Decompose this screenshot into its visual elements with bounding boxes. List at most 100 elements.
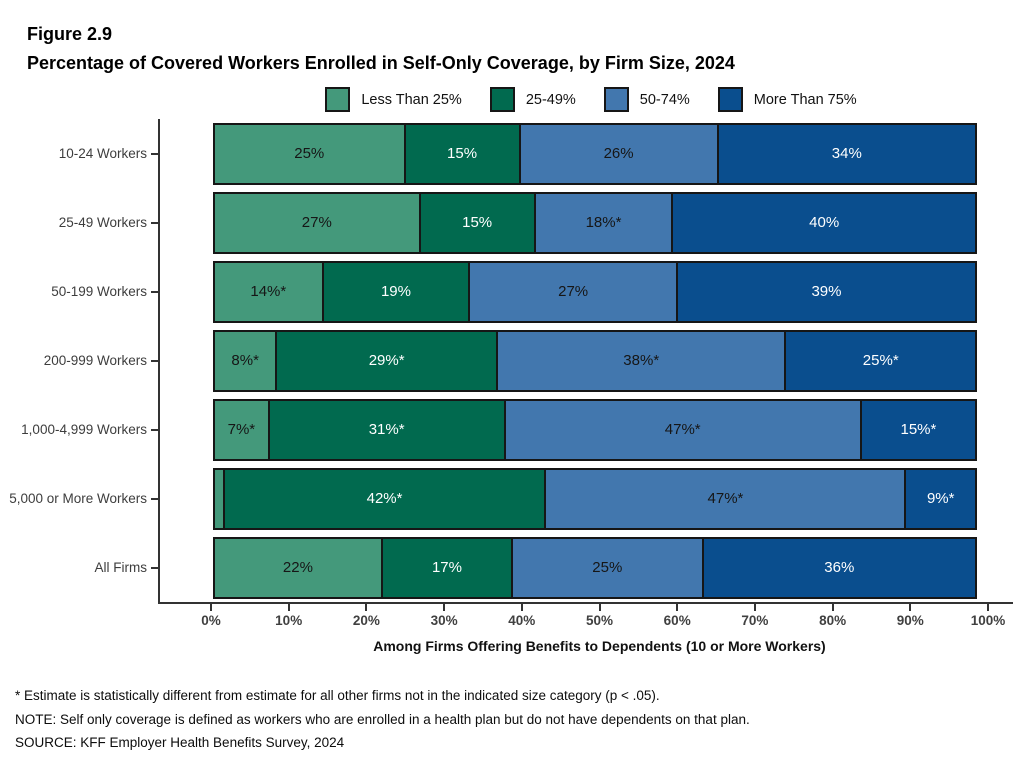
bar-segment: 31%*: [267, 400, 504, 459]
bar-segment: 9%*: [904, 469, 975, 528]
bars-panel: 25% 15% 26% 34% 27% 15% 18%* 40% 14%* 19% 27% 39% 8%…: [158, 119, 1013, 604]
bar-segment: [215, 469, 223, 528]
y-axis-label: 25-49 Workers: [0, 188, 158, 257]
bar-row: 27% 15% 18%* 40%: [213, 188, 977, 257]
footnote-note: NOTE: Self only coverage is defined as w…: [15, 711, 750, 727]
y-axis-label-text: 10-24 Workers: [58, 146, 147, 161]
y-axis-label: 200-999 Workers: [0, 326, 158, 395]
bar-segment-label: 8%*: [231, 352, 259, 369]
bar-segment-label: 19%: [380, 283, 411, 300]
legend-label: 50-74%: [639, 91, 690, 108]
x-axis-tick-label: 70%: [741, 613, 769, 628]
bar-segment-label: 15%: [447, 145, 478, 162]
legend-swatch-icon: [603, 87, 629, 112]
bar-segment-label: 36%: [824, 559, 855, 576]
legend-item: 50-74%: [603, 87, 690, 112]
y-axis-tick-mark: [151, 566, 158, 569]
chart-area: 10-24 Workers 25-49 Workers 50-199 Workers…: [0, 119, 1013, 604]
y-axis-label: 5,000 or More Workers: [0, 464, 158, 533]
bar-segment: 34%: [716, 124, 975, 183]
y-axis-tick-mark: [151, 359, 158, 362]
stacked-bar: 8%* 29%* 38%* 25%*: [213, 329, 977, 392]
x-axis-tick-label: 0%: [201, 613, 221, 628]
bar-segment: 36%: [701, 538, 975, 597]
bar-segment: 25%: [511, 538, 702, 597]
y-axis-label: 50-199 Workers: [0, 257, 158, 326]
y-axis-labels: 10-24 Workers 25-49 Workers 50-199 Workers…: [0, 119, 158, 604]
footnote-asterisk: * Estimate is statistically different fr…: [15, 688, 660, 703]
x-axis-title: Among Firms Offering Benefits to Depende…: [373, 638, 826, 654]
bar-segment-label: 7%*: [227, 421, 256, 438]
stacked-bar: 25% 15% 26% 34%: [213, 122, 977, 185]
legend-label: More Than 75%: [753, 91, 857, 108]
x-axis-tick-label: 90%: [896, 613, 924, 628]
bar-segment: 39%: [675, 262, 975, 321]
bar-segment-label: 27%: [301, 214, 332, 231]
x-axis-tick-label: 40%: [508, 613, 536, 628]
bar-segment: 7%*: [215, 400, 268, 459]
footnote-source: SOURCE: KFF Employer Health Benefits Sur…: [15, 735, 345, 750]
bar-segment: 15%: [418, 193, 534, 252]
x-axis-tick-label: 10%: [275, 613, 303, 628]
bar-segment-label: 38%*: [623, 352, 660, 369]
x-axis-tick-mark: [520, 604, 523, 611]
figure-title: Percentage of Covered Workers Enrolled i…: [27, 53, 735, 73]
x-axis-tick-mark: [831, 604, 834, 611]
legend-swatch-icon: [489, 87, 515, 112]
bar-segment-label: 27%: [558, 283, 589, 300]
x-axis-spacer: [0, 604, 158, 654]
bar-segment-label: 17%: [431, 559, 462, 576]
x-axis-tick-mark: [443, 604, 446, 611]
y-axis-label: 10-24 Workers: [0, 119, 158, 188]
bar-segment: 27%: [468, 262, 676, 321]
bar-row: 14%* 19% 27% 39%: [213, 257, 977, 326]
stacked-bar: 42%* 47%* 9%*: [213, 467, 977, 530]
bar-segment-label: 15%*: [900, 421, 937, 438]
bar-segment: 15%*: [859, 400, 975, 459]
x-axis-tick-label: 20%: [352, 613, 380, 628]
bar-row: 22% 17% 25% 36%: [213, 533, 977, 602]
y-axis-tick-mark: [151, 290, 158, 293]
bar-segment: 19%: [321, 262, 469, 321]
x-axis-tick-label: 80%: [819, 613, 847, 628]
y-axis-label-text: 25-49 Workers: [58, 215, 147, 230]
bar-segment-label: 25%: [294, 145, 325, 162]
stacked-bar: 27% 15% 18%* 40%: [213, 191, 977, 254]
y-axis-label-text: 5,000 or More Workers: [9, 491, 147, 506]
bar-segment: 29%*: [275, 331, 496, 390]
bar-segment-label: 31%*: [368, 421, 405, 438]
x-axis-ticks: 0% 10% 20% 30% 40% 50% 60% 70% 80% 90% 100%: [201, 604, 1005, 636]
bar-segment: 8%*: [215, 331, 276, 390]
bar-segment-label: 22%: [282, 559, 313, 576]
legend-band: Less Than 25% 25-49% 50-74% More Than 75%: [0, 78, 1024, 119]
bar-segment-label: 47%*: [664, 421, 701, 438]
y-axis-label: All Firms: [0, 533, 158, 602]
legend-item: More Than 75%: [717, 87, 857, 112]
x-axis-band: 0% 10% 20% 30% 40% 50% 60% 70% 80% 90% 100% Among …: [0, 604, 1024, 654]
y-axis-tick-mark: [151, 152, 158, 155]
legend-swatch-icon: [717, 87, 743, 112]
x-axis-tick-label: 50%: [585, 613, 614, 628]
x-axis-tick-mark: [287, 604, 290, 611]
y-axis-label-text: All Firms: [94, 560, 148, 575]
bar-segment-label: 39%: [811, 283, 842, 300]
bar-segment-label: 34%: [831, 145, 862, 162]
footnotes: * Estimate is statistically different fr…: [15, 684, 1024, 755]
x-axis-tick-label: 30%: [430, 613, 458, 628]
x-axis-tick-label: 100%: [970, 613, 1006, 628]
bar-segment: 25%*: [784, 331, 975, 390]
x-axis-strip: 0% 10% 20% 30% 40% 50% 60% 70% 80% 90% 100% Among …: [158, 604, 1024, 654]
bar-segment: 18%*: [533, 193, 672, 252]
bar-segment-label: 9%*: [926, 490, 955, 507]
x-axis-tick-mark: [753, 604, 756, 611]
x-axis-tick-mark: [598, 604, 601, 611]
bar-segment-label: 29%*: [368, 352, 405, 369]
stacked-bar: 22% 17% 25% 36%: [213, 536, 977, 599]
chart-legend: Less Than 25% 25-49% 50-74% More Than 75%: [158, 87, 1024, 112]
y-axis-label: 1,000-4,999 Workers: [0, 395, 158, 464]
stacked-bar: 7%* 31%* 47%* 15%*: [213, 398, 977, 461]
x-axis-tick-mark: [909, 604, 912, 611]
bar-segment-label: 26%: [603, 145, 634, 162]
bar-segment: 17%: [380, 538, 512, 597]
